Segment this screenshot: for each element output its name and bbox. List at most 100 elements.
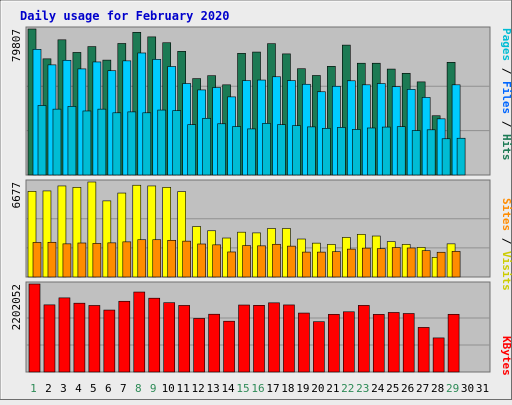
kbytes-bar xyxy=(283,304,295,373)
day-label: 11 xyxy=(177,382,190,395)
day-label: 14 xyxy=(221,382,235,395)
pages-bar xyxy=(456,137,466,176)
kbytes-bar xyxy=(178,305,190,373)
files-bar xyxy=(347,80,356,176)
sites-bar xyxy=(197,243,206,278)
day-label: 28 xyxy=(431,382,444,395)
day-label: 25 xyxy=(386,382,399,395)
pages-bar xyxy=(292,125,301,176)
pages-bar xyxy=(247,128,256,176)
sites-bar xyxy=(376,248,386,278)
day-label: 21 xyxy=(326,382,339,395)
sites-bar xyxy=(107,242,117,278)
day-label: 1 xyxy=(30,382,37,395)
sites-bar xyxy=(302,251,311,278)
day-label: 18 xyxy=(281,382,294,395)
visitors-panel: 6677 xyxy=(10,179,491,278)
day-label: 10 xyxy=(162,382,175,395)
sites-bar xyxy=(47,241,57,278)
pages-bar xyxy=(187,124,196,176)
sites-bar xyxy=(212,244,221,278)
pages-bar xyxy=(337,127,346,176)
legend-entry: / xyxy=(500,61,512,81)
kbytes-bar xyxy=(313,321,325,373)
kbytes-bar xyxy=(268,302,280,373)
usage-max-label: 79807 xyxy=(10,29,23,62)
pages-bar xyxy=(277,124,286,176)
day-label: 9 xyxy=(150,382,157,395)
kbytes-bar xyxy=(148,297,161,373)
sites-bar xyxy=(62,243,72,278)
usage-panel: 79807 xyxy=(10,26,491,176)
legend-entry: Visits xyxy=(500,251,512,291)
pages-bar xyxy=(142,112,152,176)
day-label: 4 xyxy=(75,382,82,395)
pages-bar xyxy=(441,138,451,176)
visits-bar xyxy=(42,190,52,278)
kbytes-bar xyxy=(133,291,146,373)
sites-bar xyxy=(32,242,42,278)
day-label: 30 xyxy=(461,382,474,395)
kbytes-bar xyxy=(402,313,415,373)
sites-bar xyxy=(317,251,326,278)
kbytes-bar xyxy=(357,305,370,373)
kbytes-bar xyxy=(88,305,101,373)
kbytes-bar xyxy=(118,300,131,373)
kbytes-bar xyxy=(73,302,86,373)
sites-bar xyxy=(287,245,296,278)
day-label: 13 xyxy=(206,382,219,395)
kbytes-bar xyxy=(223,320,235,373)
day-label: 27 xyxy=(416,382,429,395)
legend-entry: KBytes xyxy=(500,336,512,376)
kbytes-bar xyxy=(298,312,310,373)
visits-bar xyxy=(177,191,186,278)
kbytes-bar xyxy=(238,304,250,373)
sites-bar xyxy=(227,251,236,278)
sites-bar xyxy=(182,240,191,278)
day-label: 5 xyxy=(90,382,97,395)
pages-bar xyxy=(322,128,331,176)
pages-bar xyxy=(307,126,316,176)
sites-bar xyxy=(122,241,132,278)
pages-bar xyxy=(262,123,271,176)
visits-bar xyxy=(87,181,97,278)
kbytes-bar xyxy=(387,312,400,373)
day-label: 17 xyxy=(266,382,279,395)
kbytes-bar xyxy=(208,313,220,373)
usage-legend: Pages / Files / Hits xyxy=(500,28,512,161)
legend-entry: Pages xyxy=(500,28,512,61)
visits-bar xyxy=(162,187,172,278)
visits-bar xyxy=(57,185,67,278)
day-label: 15 xyxy=(236,382,249,395)
day-label: 22 xyxy=(341,382,354,395)
day-label: 3 xyxy=(60,382,67,395)
sites-bar xyxy=(436,251,446,278)
day-label: 8 xyxy=(135,382,142,395)
sites-bar xyxy=(257,245,266,278)
files-bar xyxy=(242,80,251,176)
sites-bar xyxy=(137,239,147,278)
kbytes-bar xyxy=(343,311,355,373)
pages-bar xyxy=(232,126,241,176)
sites-bar xyxy=(332,251,341,278)
chart-title: Daily usage for February 2020 xyxy=(20,9,230,23)
visitors-legend: Sites / Visits xyxy=(500,198,512,291)
kbytes-bar xyxy=(193,318,205,373)
pages-bar xyxy=(381,126,391,176)
day-label: 12 xyxy=(192,382,205,395)
visits-bar xyxy=(102,200,112,278)
day-label: 29 xyxy=(446,382,459,395)
kbytes-panel: 2202052 xyxy=(10,281,491,373)
pages-bar xyxy=(411,130,421,176)
kbytes-bar xyxy=(432,337,445,373)
sites-bar xyxy=(451,251,461,278)
day-label: 20 xyxy=(311,382,324,395)
pages-bar xyxy=(52,108,62,176)
visits-bar xyxy=(72,187,82,278)
pages-bar xyxy=(127,111,137,176)
sites-bar xyxy=(272,243,281,278)
kbytes-bar xyxy=(28,283,41,373)
pages-bar xyxy=(97,108,107,176)
